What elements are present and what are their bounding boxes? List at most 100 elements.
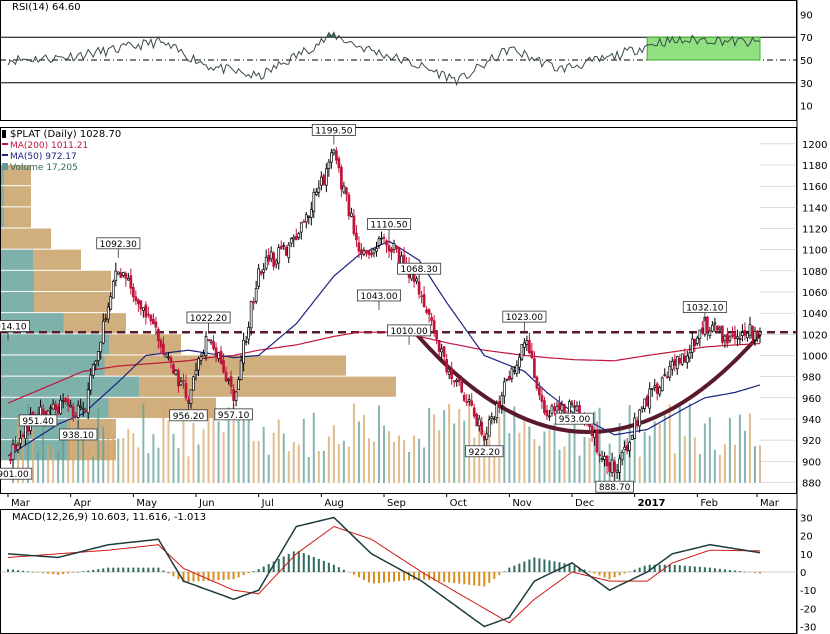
candle-body [49,407,52,410]
candle-body [390,248,393,253]
candle-body [563,404,566,414]
volume-bar [67,417,70,483]
macd-histogram-bar [418,572,421,580]
macd-histogram-bar [408,572,411,581]
macd-histogram-bar [147,567,150,572]
candle-body [340,166,343,190]
price-axis-ticks: 1200 1180 1160 1140 1120 1100 1080 1060 1040 1020… [802,140,827,490]
vbp-down-bar [109,334,181,355]
vbp-down-bar [63,313,126,334]
annotation-label: 1110.50 [370,221,407,231]
macd-histogram-bar [282,556,285,572]
macd-histogram-bar [438,572,441,582]
volume-bar [453,423,456,483]
candle-body [603,456,606,460]
volume-bar [187,456,190,483]
candle-body [199,356,203,361]
macd-histogram-bar [337,567,340,572]
candle-body [317,187,321,193]
macd-signal-line [7,525,761,624]
candle-body [658,387,662,395]
macd-histogram-bar [367,572,370,583]
x-axis-label: May [136,498,157,509]
candle-body [623,446,626,450]
candle-body [19,438,22,444]
macd-histogram-bar [87,570,90,572]
candle-body [555,405,559,412]
macd-histogram-bar [97,569,100,572]
price-tick-label: 1020 [802,330,827,341]
candle-body [495,403,499,418]
volume-bar [377,405,380,483]
candle-body [706,316,709,333]
candle-body [204,336,208,357]
macd-histogram-bar [433,572,436,581]
volume-bar [733,444,736,483]
macd-histogram-bar [759,572,761,574]
macd-histogram-bar [177,572,180,580]
candle-body [690,338,694,353]
candle-body [598,454,601,457]
macd-histogram-bar [302,553,305,572]
volume-bar [352,403,355,483]
macd-histogram-bar [17,570,20,572]
macd-tick-label: 30 [800,513,813,524]
candle-body [116,271,120,275]
candle-body [314,191,318,195]
macd-histogram-bar [342,569,345,572]
price-tick-label: 980 [802,373,821,384]
candle-body [86,389,90,414]
macd-histogram-bar [277,559,280,572]
price-tick-label: 900 [802,457,821,468]
candle-body [264,256,268,269]
candle-body [628,441,632,451]
annotation-box [465,445,504,458]
macd-histogram [7,551,761,587]
candle-body [154,321,158,328]
candle-body [663,374,667,377]
vbp-down-bar [70,440,116,461]
macd-histogram-bar [232,572,235,580]
macd-histogram-bar [498,572,501,576]
macd-histogram-bar [267,564,270,572]
macd-histogram-bar [137,567,140,572]
candle-body [81,407,85,410]
rsi-axis-ticks: 90 70 50 30 10 [800,10,813,112]
x-axis-label: 2017 [638,498,666,509]
x-axis-label: Mar [11,498,31,509]
vbp-up-bar [1,376,140,397]
volume-bar [759,445,761,483]
volume-bar [42,408,45,483]
volume-bar [232,404,235,483]
macd-histogram-bar [332,564,335,572]
candle-body [287,244,291,259]
volume-by-price-bars [1,165,396,461]
candle-body [711,324,714,332]
volume-bar [518,432,521,483]
volume-bar [648,435,651,483]
volume-bar [37,452,40,483]
annotation-label: 1199.50 [315,126,352,136]
candle-body [430,317,433,321]
candle-body [728,336,732,341]
candle-body [172,364,175,374]
macd-histogram-bar [608,572,611,580]
candle-body [575,405,579,411]
candle-body [548,415,551,418]
candle-body [653,385,657,388]
candle-body [553,406,556,411]
macd-histogram-bar [603,572,606,578]
candle-body [693,338,697,346]
vbp-up-bar [1,165,4,186]
candle-body [289,238,293,244]
candle-body [485,433,489,440]
candle-body [367,250,371,255]
volume-bar [172,433,175,483]
macd-histogram-bar [583,569,586,572]
volume-bar [237,414,240,483]
macd-histogram-bar [613,572,616,578]
macd-tick-label: 10 [800,550,813,561]
candle-body [212,341,215,350]
macd-histogram-bar [678,565,681,572]
candle-body [134,296,138,302]
